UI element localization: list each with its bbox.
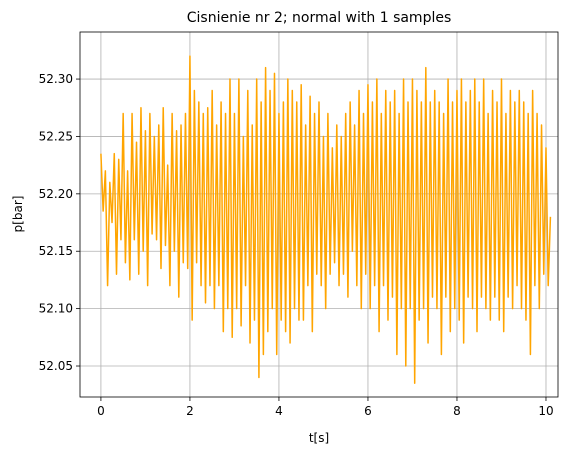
axes-frame	[79, 31, 559, 398]
y-tick-label: 52.15	[39, 244, 73, 258]
x-tick-label: 2	[186, 404, 194, 418]
y-axis-label: p[bar]	[11, 196, 25, 233]
x-tick-label: 10	[538, 404, 553, 418]
y-tick-label: 52.20	[39, 187, 73, 201]
x-tick-label: 8	[453, 404, 461, 418]
y-tick-label: 52.05	[39, 359, 73, 373]
x-tick-label: 4	[275, 404, 283, 418]
y-tick-label: 52.30	[39, 72, 73, 86]
x-tick-label: 0	[97, 404, 105, 418]
data-line	[100, 55, 552, 384]
x-axis-label: t[s]	[309, 431, 329, 445]
chart-title: Cisnienie nr 2; normal with 1 samples	[187, 10, 452, 26]
y-tick-label: 52.25	[39, 129, 73, 143]
x-tick-label: 6	[364, 404, 372, 418]
y-tick-label: 52.10	[39, 302, 73, 316]
